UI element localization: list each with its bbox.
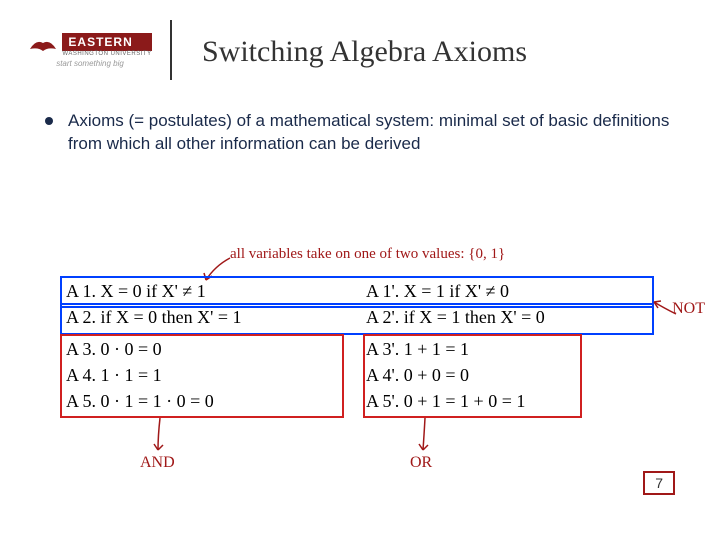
university-logo: EASTERN WASHINGTON UNIVERSITY start some… [20,20,172,80]
annotation-or: OR [410,454,432,472]
logo-main: EASTERN [62,33,151,51]
bullet-icon [45,117,53,125]
axiom-right: A 1'. X = 1 if X' ≠ 0 [360,281,660,302]
annotation-all-variables: all variables take on one of two values:… [230,246,505,263]
axiom-row: A 1. X = 0 if X' ≠ 1 A 1'. X = 1 if X' ≠… [60,278,660,304]
slide-header: EASTERN WASHINGTON UNIVERSITY start some… [0,0,720,80]
arrow-to-or [415,416,435,456]
axiom-row: A 4. 1 · 1 = 1 A 4'. 0 + 0 = 0 [60,362,660,388]
body-paragraph: Axioms (= postulates) of a mathematical … [45,110,680,156]
axiom-right: A 5'. 0 + 1 = 1 + 0 = 1 [360,391,660,412]
axiom-row: A 5. 0 · 1 = 1 · 0 = 0 A 5'. 0 + 1 = 1 +… [60,388,660,414]
annotation-and: AND [140,454,175,472]
page-number: 7 [643,471,675,495]
axiom-row: A 2. if X = 0 then X' = 1 A 2'. if X = 1… [60,304,660,330]
axiom-left: A 1. X = 0 if X' ≠ 1 [60,281,360,302]
axiom-right: A 3'. 1 + 1 = 1 [360,339,660,360]
body-text: Axioms (= postulates) of a mathematical … [68,110,680,156]
axiom-left: A 4. 1 · 1 = 1 [60,365,360,386]
logo-sub: WASHINGTON UNIVERSITY [62,51,151,57]
logo-tagline: start something big [56,59,124,68]
eagle-icon [28,35,58,55]
annotation-not: NOT [672,300,705,318]
axioms-table: A 1. X = 0 if X' ≠ 1 A 1'. X = 1 if X' ≠… [60,278,660,414]
axiom-left: A 3. 0 · 0 = 0 [60,339,360,360]
axiom-right: A 2'. if X = 1 then X' = 0 [360,307,660,328]
axiom-right: A 4'. 0 + 0 = 0 [360,365,660,386]
axiom-left: A 2. if X = 0 then X' = 1 [60,307,360,328]
arrow-to-and [150,416,170,456]
axiom-left: A 5. 0 · 1 = 1 · 0 = 0 [60,391,360,412]
slide-title: Switching Algebra Axioms [202,35,527,69]
axiom-row: A 3. 0 · 0 = 0 A 3'. 1 + 1 = 1 [60,336,660,362]
